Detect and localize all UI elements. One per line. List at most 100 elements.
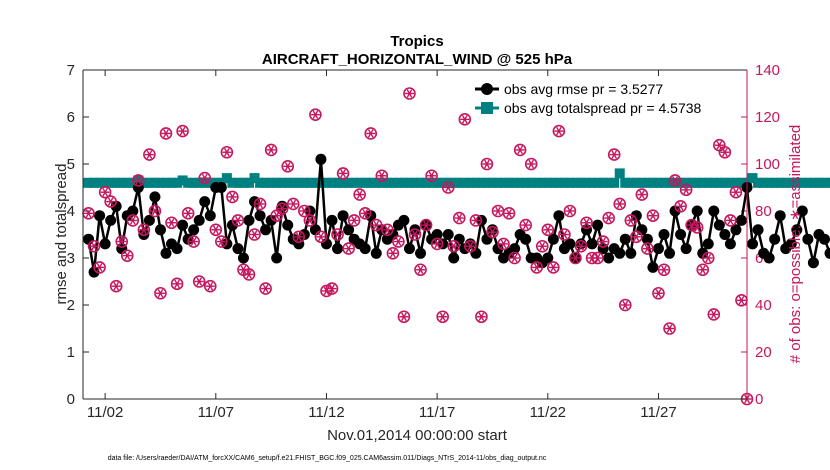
totalspread-point — [587, 177, 598, 188]
obs-count-point — [475, 310, 488, 324]
obs-count-point — [596, 235, 610, 248]
totalspread-point — [681, 177, 692, 188]
obs-possible-marker — [386, 247, 400, 260]
obs-assimilated-marker — [611, 150, 618, 159]
rmse-point — [697, 247, 709, 259]
totalspread-point — [708, 177, 719, 188]
obs-assimilated-marker — [113, 281, 120, 291]
obs-assimilated-marker — [401, 312, 407, 321]
obs-assimilated-marker — [572, 253, 579, 263]
obs-possible-marker — [286, 197, 300, 211]
y-tick-label: 6 — [67, 109, 75, 126]
obs-count-point — [209, 223, 223, 237]
rmse-point — [99, 238, 111, 250]
obs-count-point — [441, 181, 455, 194]
obs-count-point — [325, 282, 339, 295]
legend: obs avg rmse pr = 3.5277 obs avg totalsp… — [472, 77, 740, 121]
legend-spread-marker — [481, 102, 493, 114]
obs-possible-marker — [613, 197, 627, 211]
obs-assimilated-marker — [639, 190, 645, 199]
totalspread-point — [188, 177, 199, 188]
obs-possible-marker — [109, 279, 123, 293]
obs-count-point — [170, 277, 184, 291]
totalspread-point — [288, 177, 299, 188]
rmse-point — [603, 252, 615, 264]
totalspread-point — [542, 177, 553, 188]
rmse-point — [403, 243, 415, 255]
obs-count-point — [414, 263, 427, 277]
y-right-tick-label: 120 — [755, 109, 780, 126]
obs-possible-marker — [452, 211, 466, 225]
totalspread-point — [349, 177, 360, 188]
totalspread-point — [365, 177, 376, 188]
y-right-tick-label: 20 — [755, 344, 772, 361]
rmse-point — [724, 238, 736, 250]
obs-assimilated-marker — [290, 199, 297, 209]
x-tick-label: 11/22 — [530, 404, 566, 421]
obs-assimilated-marker — [511, 253, 518, 263]
obs-count-point — [98, 185, 112, 199]
obs-assimilated-marker — [318, 232, 324, 242]
obs-assimilated-marker — [174, 279, 180, 289]
y-tick-label: 1 — [67, 344, 75, 361]
x-tick-label: 11/02 — [87, 404, 123, 421]
rmse-point — [647, 261, 659, 273]
obs-assimilated-marker — [456, 213, 463, 223]
obs-count-point — [458, 113, 472, 126]
obs-possible-marker — [342, 242, 355, 255]
obs-possible-marker — [126, 214, 140, 227]
obs-possible-marker — [397, 310, 411, 324]
totalspread-point — [387, 177, 398, 188]
totalspread-point — [692, 177, 703, 188]
obs-assimilated-marker — [196, 277, 203, 286]
obs-assimilated-marker — [423, 220, 429, 230]
totalspread-point — [382, 177, 393, 188]
obs-possible-marker — [98, 185, 112, 199]
obs-count-point — [314, 230, 328, 244]
legend-rmse-marker — [481, 83, 493, 95]
rmse-point — [625, 247, 637, 259]
rmse-point — [730, 224, 742, 236]
totalspread-point — [100, 177, 111, 188]
totalspread-point — [404, 177, 415, 188]
totalspread-point — [625, 177, 636, 188]
totalspread-point — [758, 177, 769, 188]
obs-count-point — [159, 127, 173, 140]
totalspread-point — [437, 177, 448, 188]
obs-count-point — [109, 279, 123, 293]
obs-assimilated-marker — [218, 237, 225, 246]
totalspread-point — [398, 177, 409, 188]
totalspread-point — [282, 177, 293, 188]
totalspread-point — [227, 177, 238, 188]
obs-possible-marker — [641, 242, 654, 255]
obs-possible-marker — [209, 223, 223, 237]
rmse-point — [442, 229, 454, 240]
obs-possible-marker — [630, 230, 643, 244]
totalspread-point — [177, 175, 188, 186]
obs-count-point — [502, 207, 516, 220]
obs-count-point — [347, 214, 361, 227]
obs-assimilated-marker — [235, 216, 241, 225]
obs-possible-marker — [591, 251, 604, 265]
totalspread-point — [443, 177, 454, 188]
obs-assimilated-marker — [677, 202, 684, 211]
obs-possible-marker — [198, 171, 212, 185]
totalspread-point — [354, 177, 365, 188]
rmse-point — [769, 233, 781, 245]
totalspread-point — [304, 177, 315, 188]
obs-possible-marker — [574, 239, 588, 253]
obs-count-point — [165, 216, 178, 230]
obs-possible-marker — [718, 145, 732, 159]
obs-count-point — [547, 261, 560, 274]
totalspread-point — [775, 177, 786, 188]
obs-count-point — [447, 239, 461, 253]
x-axis-label: Nov.01,2014 00:00:00 start — [327, 427, 508, 444]
obs-count-point — [486, 225, 499, 239]
obs-possible-marker — [309, 108, 322, 121]
totalspread-point — [299, 177, 310, 188]
obs-possible-marker — [596, 235, 610, 248]
obs-count-point — [574, 239, 588, 253]
obs-assimilated-marker — [650, 211, 656, 220]
rmse-point — [713, 219, 725, 231]
obs-assimilated-marker — [683, 185, 689, 195]
